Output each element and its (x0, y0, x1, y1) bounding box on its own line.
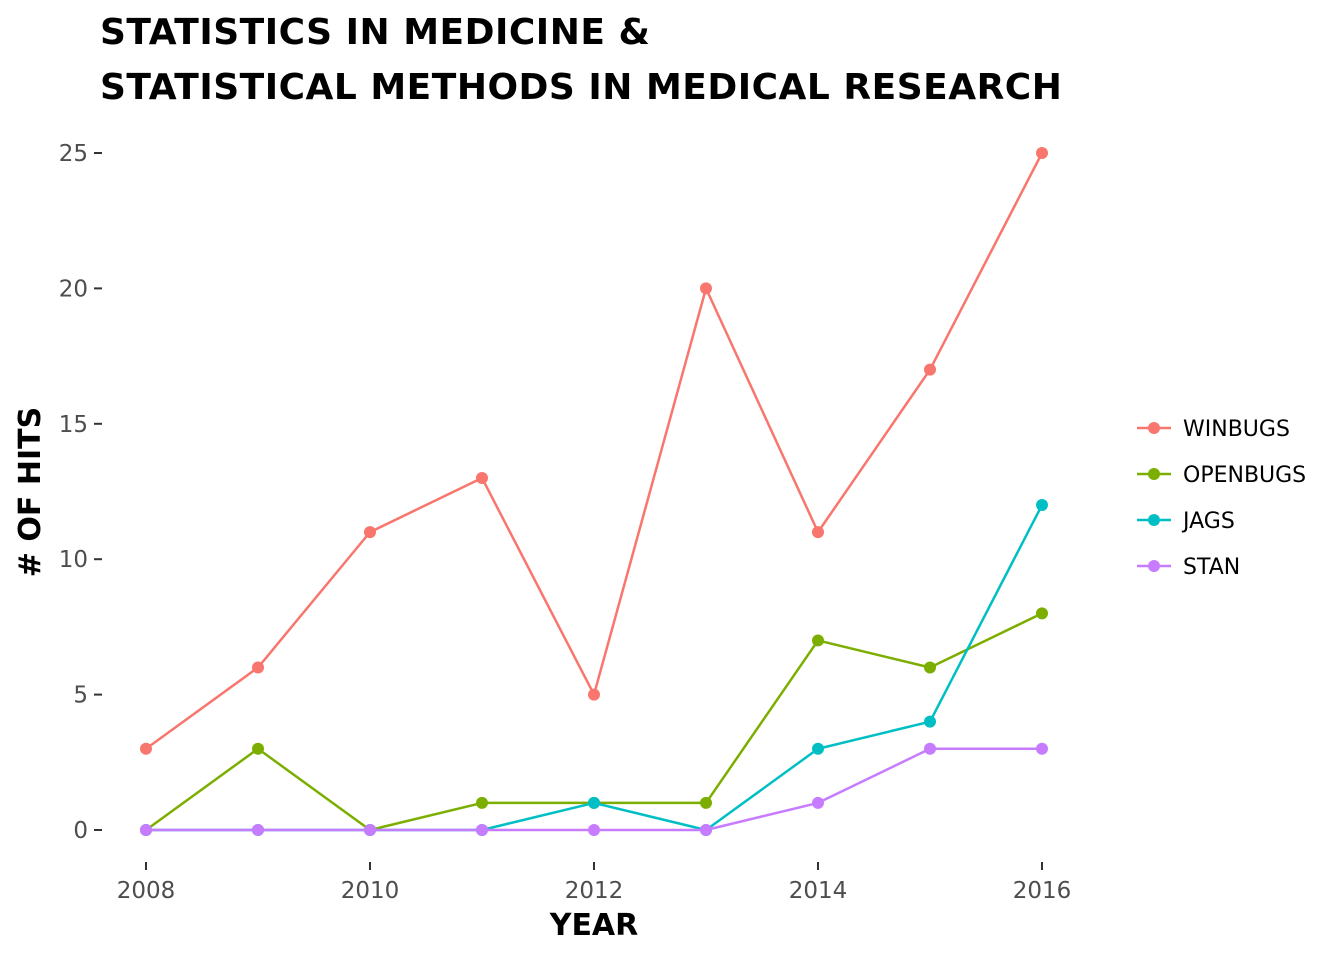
x-tick-label: 2008 (117, 878, 176, 904)
data-point (476, 796, 488, 809)
legend-label: JAGS (1181, 509, 1235, 534)
data-point (252, 824, 264, 836)
legend-key-point (1148, 422, 1160, 434)
data-point (1036, 147, 1048, 159)
data-point (700, 796, 712, 809)
legend-label: WINBUGS (1183, 417, 1290, 442)
x-tick-label: 2010 (341, 878, 400, 904)
legend-item: JAGS (1137, 509, 1235, 534)
series-line (144, 503, 1044, 832)
data-point (812, 742, 824, 755)
y-tick-label: 5 (73, 683, 88, 709)
legend: WINBUGS OPENBUGS JAGS STAN (1137, 417, 1306, 580)
data-point (364, 824, 376, 836)
legend-key-point (1148, 560, 1160, 572)
data-point (700, 824, 712, 836)
series-line (144, 747, 1044, 832)
data-point (924, 661, 936, 674)
data-point (588, 796, 600, 809)
legend-key-point (1148, 468, 1160, 480)
data-point (924, 715, 936, 728)
x-axis: 2008 2010 2012 2014 2016 (117, 862, 1072, 904)
data-point (252, 742, 264, 755)
legend-key-point (1148, 514, 1160, 526)
data-point (1036, 499, 1048, 512)
data-point (588, 688, 600, 701)
data-point (812, 634, 824, 647)
data-point (588, 824, 600, 836)
data-point (924, 742, 936, 755)
x-tick-label: 2016 (1013, 878, 1072, 904)
y-axis-title: # OF HITS (13, 407, 48, 577)
data-point (140, 824, 152, 836)
data-point (812, 526, 824, 539)
y-axis: 0 5 10 15 20 25 (59, 141, 102, 844)
x-tick-label: 2014 (789, 878, 848, 904)
y-tick-label: 10 (59, 547, 88, 573)
data-point (476, 471, 488, 484)
data-point (1036, 742, 1048, 755)
legend-item: WINBUGS (1137, 417, 1290, 442)
series-stan (140, 742, 1048, 836)
data-point (140, 742, 152, 755)
legend-label: OPENBUGS (1183, 463, 1306, 488)
chart-title-line-2: STATISTICAL METHODS IN MEDICAL RESEARCH (100, 67, 1062, 108)
chart-title: STATISTICS IN MEDICINE & STATISTICAL MET… (100, 12, 1062, 108)
legend-label: STAN (1183, 555, 1240, 580)
legend-item: STAN (1137, 555, 1240, 580)
chart-title-line-1: STATISTICS IN MEDICINE & (100, 12, 650, 53)
legend-item: OPENBUGS (1137, 463, 1306, 488)
y-tick-label: 25 (59, 141, 88, 167)
series-jags (140, 499, 1048, 836)
data-point (364, 526, 376, 539)
series-layer (140, 147, 1048, 836)
data-point (924, 363, 936, 376)
y-tick-label: 0 (73, 818, 88, 844)
y-tick-label: 15 (59, 412, 88, 438)
x-tick-label: 2012 (565, 878, 624, 904)
series-winbugs (140, 147, 1048, 755)
data-point (700, 282, 712, 295)
y-tick-label: 20 (59, 276, 88, 302)
series-line (144, 151, 1044, 751)
data-point (812, 796, 824, 809)
data-point (252, 661, 264, 674)
x-axis-title: YEAR (549, 908, 639, 943)
data-point (476, 824, 488, 836)
data-point (1036, 607, 1048, 620)
